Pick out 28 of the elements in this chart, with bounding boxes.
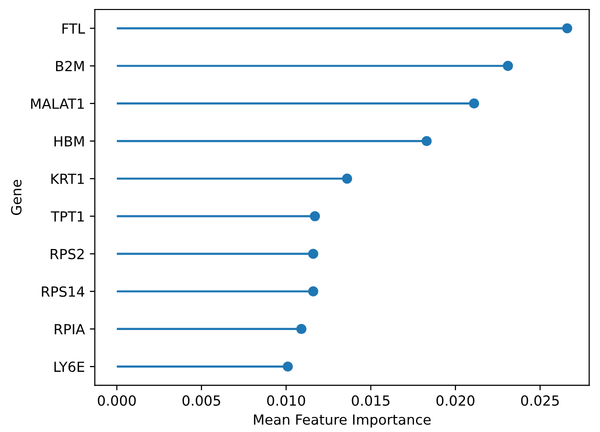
x-tick-label: 0.015 <box>352 395 390 406</box>
point <box>342 174 352 184</box>
y-tick-label: LY6E <box>54 362 84 372</box>
x-tick-label: 0.005 <box>182 395 220 406</box>
x-tick-label: 0.000 <box>98 395 136 406</box>
point <box>296 324 306 334</box>
point <box>422 136 432 146</box>
point <box>562 23 572 34</box>
x-tick-label: 0.020 <box>436 395 474 406</box>
point <box>502 60 514 71</box>
y-tick-label: TPT1 <box>50 211 84 222</box>
point <box>282 361 293 372</box>
y-tick-label: KRT1 <box>51 174 84 184</box>
point <box>308 248 318 259</box>
y-tick-label: MALAT1 <box>31 98 84 109</box>
point <box>308 286 318 296</box>
point <box>310 211 320 222</box>
point <box>468 98 480 109</box>
y-tick-label: FTL <box>62 23 86 34</box>
y-tick-label: RPIA <box>54 324 85 334</box>
x-axis-title: Mean Feature Importance <box>254 414 431 428</box>
x-tick-label: 0.010 <box>267 395 306 406</box>
x-tick-label: 0.025 <box>521 395 559 406</box>
y-tick-label: RPS14 <box>42 286 84 297</box>
y-tick-label: B2M <box>56 60 84 72</box>
y-tick-label: RPS2 <box>50 248 84 260</box>
y-axis-title: Gene <box>11 180 22 215</box>
y-tick-label: HBM <box>54 136 84 146</box>
